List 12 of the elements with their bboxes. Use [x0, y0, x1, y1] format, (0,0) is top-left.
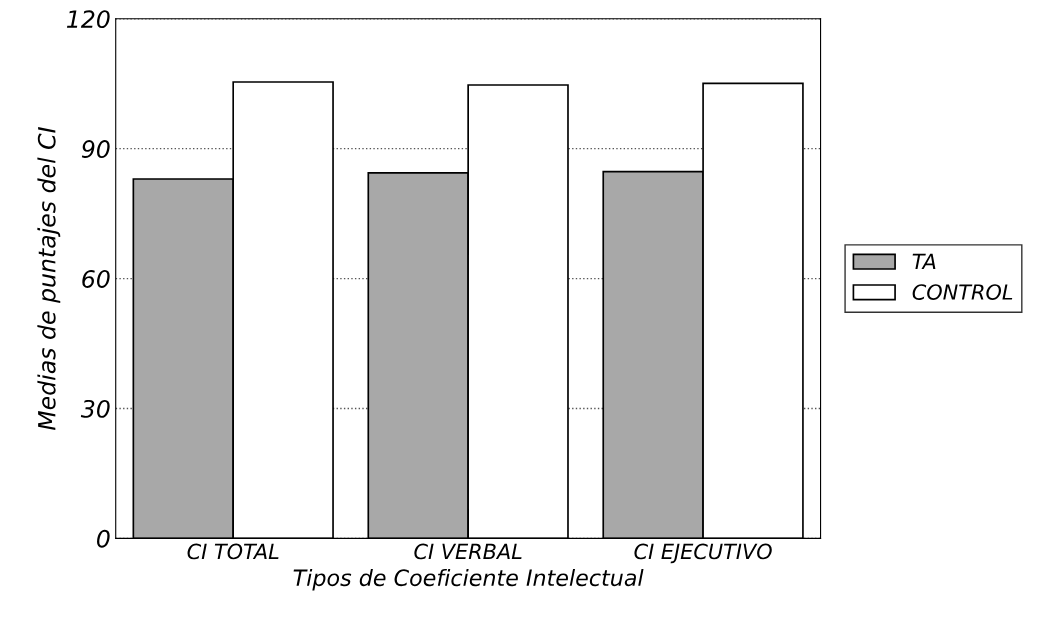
x-tick-label: CI TOTAL — [187, 543, 279, 560]
y-axis-title: Medias de puntajes del CI — [37, 127, 61, 431]
y-tick-label: 90 — [81, 140, 110, 158]
legend-label: TA — [912, 253, 936, 270]
y-tick-label: 60 — [82, 270, 110, 288]
x-axis-title: Tipos de Coeficiente Intelectual — [293, 568, 644, 591]
y-tick-label: 30 — [80, 399, 110, 418]
y-tick-label: 0 — [97, 529, 110, 548]
y-tick-label: 120 — [66, 10, 110, 29]
legend-label: CONTROL — [912, 284, 1013, 300]
x-tick-label: CI VERBAL — [414, 543, 522, 560]
x-tick-label: CI EJECUTIVO — [634, 543, 772, 564]
